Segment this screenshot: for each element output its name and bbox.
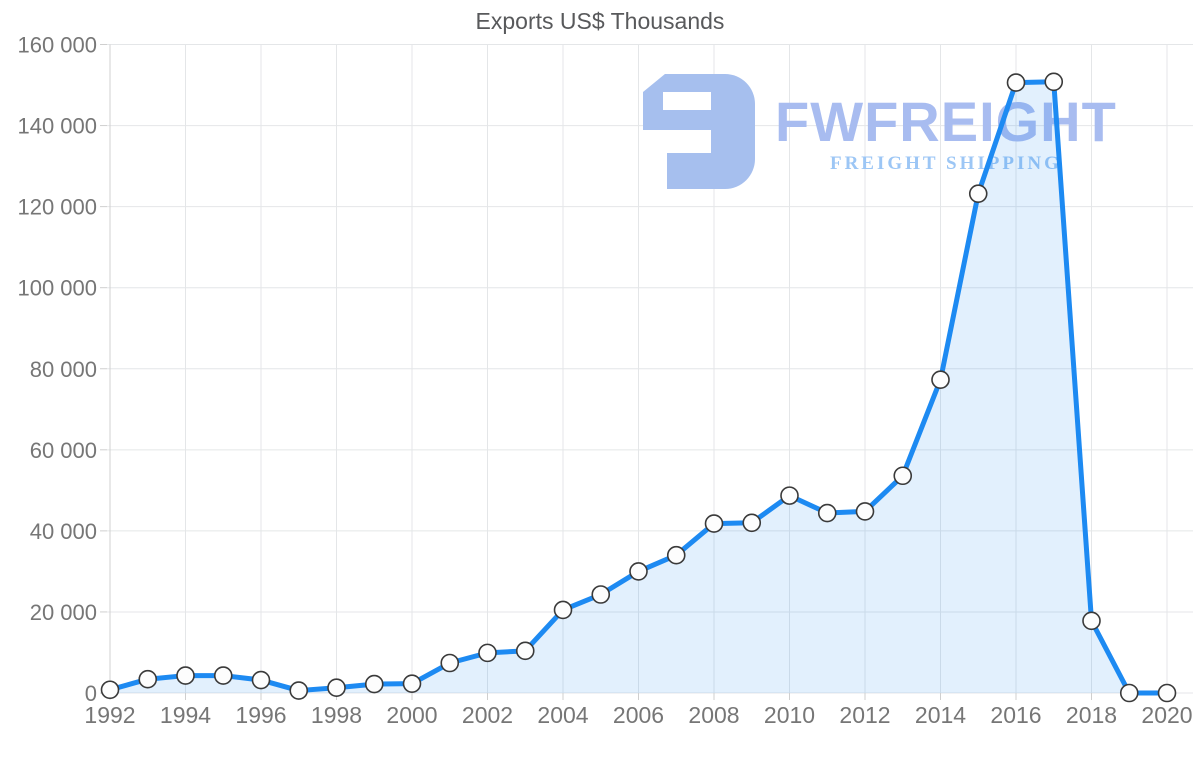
data-point-2017[interactable]: [1044, 72, 1064, 92]
x-axis-label: 2006: [613, 702, 664, 728]
data-point-2000[interactable]: [402, 674, 422, 693]
y-axis-label: 0: [85, 681, 97, 706]
data-point-2001[interactable]: [440, 653, 460, 673]
data-point-2014[interactable]: [931, 370, 950, 389]
data-point-1999[interactable]: [364, 674, 384, 694]
y-axis-label: 120 000: [17, 195, 97, 220]
data-point-2015[interactable]: [968, 184, 988, 203]
data-point-2011[interactable]: [817, 503, 837, 523]
area-fill: [110, 81, 1167, 693]
x-axis-label: 2002: [462, 702, 513, 728]
data-point-2007[interactable]: [666, 545, 686, 565]
data-point-1997[interactable]: [289, 681, 309, 700]
data-point-1998[interactable]: [327, 678, 346, 698]
x-axis-label: 1996: [235, 702, 286, 728]
x-axis-label: 1994: [160, 702, 211, 728]
data-point-2010[interactable]: [780, 486, 799, 505]
y-axis-label: 20 000: [30, 600, 97, 625]
data-point-2018[interactable]: [1082, 611, 1101, 631]
data-point-2019[interactable]: [1119, 683, 1139, 703]
y-axis-label: 80 000: [30, 357, 97, 382]
data-point-2006[interactable]: [629, 562, 648, 581]
data-point-2013[interactable]: [893, 466, 913, 486]
y-axis-label: 60 000: [30, 438, 97, 463]
data-point-1996[interactable]: [251, 670, 271, 690]
y-axis-label: 140 000: [17, 114, 97, 139]
y-axis-label: 160 000: [17, 33, 97, 58]
data-point-1992[interactable]: [100, 680, 120, 700]
chart-title: Exports US$ Thousands: [475, 8, 725, 34]
data-point-2020[interactable]: [1157, 683, 1177, 703]
x-axis-label: 2016: [990, 702, 1041, 728]
y-axis-label: 40 000: [30, 519, 97, 544]
x-axis-label: 2010: [764, 702, 815, 728]
data-point-2002[interactable]: [478, 643, 497, 663]
data-point-2004[interactable]: [553, 600, 573, 620]
data-point-2003[interactable]: [515, 641, 535, 661]
data-point-2009[interactable]: [742, 513, 762, 533]
data-point-2012[interactable]: [855, 502, 875, 521]
data-point-2008[interactable]: [704, 514, 724, 533]
x-axis-label: 1992: [84, 702, 135, 728]
x-axis-label: 1998: [311, 702, 362, 728]
y-axis-label: 100 000: [17, 276, 97, 301]
x-axis-label: 2020: [1141, 702, 1192, 728]
x-axis-label: 2012: [839, 702, 890, 728]
data-point-1994[interactable]: [176, 666, 195, 685]
x-axis-label: 2004: [537, 702, 588, 728]
x-axis-label: 2018: [1066, 702, 1117, 728]
data-point-1995[interactable]: [213, 666, 233, 685]
x-axis-label: 2014: [915, 702, 966, 728]
x-axis-label: 2008: [688, 702, 739, 728]
x-axis-label: 2000: [386, 702, 437, 728]
data-point-1993[interactable]: [138, 669, 158, 689]
data-point-2016[interactable]: [1006, 73, 1026, 92]
data-point-2005[interactable]: [591, 585, 611, 604]
